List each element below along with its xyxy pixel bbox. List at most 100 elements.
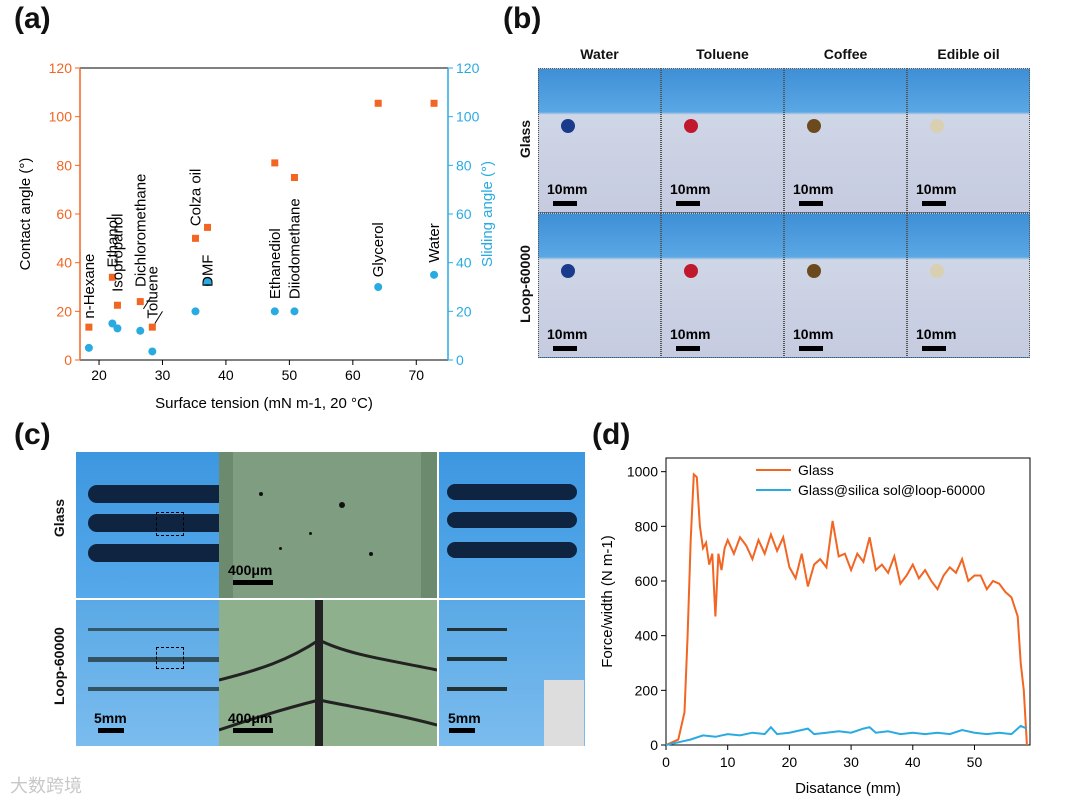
series-line-blue	[665, 724, 1028, 746]
y2-axis-label: Sliding angle (°)	[479, 161, 496, 267]
loop-micrograph	[219, 600, 437, 746]
scale-label: 10mm	[547, 181, 588, 197]
scale-label: 10mm	[916, 326, 957, 342]
contact-angle-point	[374, 99, 382, 107]
liquid-photo: 10mm	[784, 68, 907, 213]
x-tick-label: 10	[720, 754, 736, 770]
series-line-orange	[665, 472, 1028, 746]
scale-label: 10mm	[793, 326, 834, 342]
panel-label-a: (a)	[14, 2, 51, 35]
contact-angle-point	[85, 323, 93, 331]
scale-bar	[553, 346, 577, 351]
liquid-photo: 10mm	[661, 68, 784, 213]
scale-label: 10mm	[670, 181, 711, 197]
photo-composite-c: 5mm 400μm 400μm 5mm Glass Loo	[51, 450, 586, 750]
y-axis-label: Contact angle (°)	[17, 158, 34, 271]
photo-grid-b: Water Toluene Coffee Edible oil Glass 10mm 10m…	[517, 46, 1032, 360]
y-axis-label: Force/width (N m-1)	[599, 535, 616, 668]
legend-label: Glass@silica sol@loop-60000	[798, 482, 985, 498]
contact-angle-point	[191, 234, 199, 242]
row-label-c-loop: Loop-60000	[51, 627, 67, 705]
contact-angle-point	[136, 298, 144, 306]
sliding-angle-point	[136, 326, 145, 335]
scale-bar	[676, 346, 700, 351]
y-tick-label: 400	[635, 628, 659, 644]
droplet	[930, 119, 944, 133]
contact-angle-chart: 20 30 40 50 60 70 0 0 20 20 40 40 60 60 80 80 100 100 120 1…	[17, 60, 496, 412]
scale-bar	[676, 201, 700, 206]
y-tick-label: 40	[56, 255, 72, 271]
contact-angle-point	[290, 174, 298, 181]
sliding-angle-point	[113, 324, 122, 333]
y-tick-label: 600	[635, 573, 659, 589]
contact-angle-point	[430, 99, 438, 107]
droplet	[807, 264, 821, 278]
liquid-photo: 10mm	[907, 68, 1030, 213]
x-tick-label: 50	[967, 754, 983, 770]
annotation-arrow	[143, 296, 152, 310]
contact-angle-point	[108, 273, 116, 281]
glass-micrograph	[219, 452, 437, 598]
contact-angle-point	[113, 301, 121, 309]
y-tick-label: 0	[650, 737, 658, 753]
sliding-angle-point	[148, 347, 157, 356]
x-tick-label: 20	[782, 754, 798, 770]
solvent-annotation: Isopropanol	[109, 213, 126, 291]
scale-bar	[922, 201, 946, 206]
scale-label: 10mm	[670, 326, 711, 342]
contact-angle-point	[204, 223, 212, 231]
sliding-angle-point	[84, 343, 93, 352]
scale-label-mid-bottom: 400μm	[228, 710, 273, 726]
y-tick-label: 60	[56, 206, 72, 222]
x-tick-label: 50	[282, 367, 298, 383]
droplet	[684, 264, 698, 278]
x-tick-label: 0	[662, 754, 670, 770]
x-tick-label: 60	[345, 367, 361, 383]
liquid-photo: 10mm	[907, 213, 1030, 358]
column-label: Toluene	[696, 46, 749, 62]
y-tick-label: 800	[635, 518, 659, 534]
y2-tick-label: 120	[456, 60, 480, 76]
liquid-photo: 10mm	[784, 213, 907, 358]
column-label: Edible oil	[937, 46, 1000, 62]
solvent-annotation: Colza oil	[187, 169, 204, 227]
sliding-angle-point	[203, 278, 212, 287]
sliding-angle-point	[374, 283, 383, 291]
scale-bar	[922, 346, 946, 351]
y2-tick-label: 100	[456, 109, 480, 125]
y2-tick-label: 80	[456, 157, 472, 173]
force-width-chart: 0 10 20 30 40 50 0 200 400 600 800 1000 Glass Glass@…	[599, 457, 1031, 797]
watermark-text: 大数跨境	[10, 776, 82, 796]
y2-tick-label: 60	[456, 206, 472, 222]
solvent-annotation: Glycerol	[370, 222, 387, 277]
solvent-annotation: Dichloromethane	[132, 174, 149, 287]
loop-stripes-photo-right	[439, 600, 585, 746]
y-tick-label: 100	[49, 109, 73, 125]
x-tick-label: 40	[905, 754, 921, 770]
panel-label-d: (d)	[592, 418, 631, 451]
scale-label-left: 5mm	[94, 710, 127, 726]
solvent-annotation: n-Hexane	[81, 254, 98, 319]
droplet	[561, 264, 575, 278]
solvent-annotation: DMF	[200, 255, 217, 288]
scale-bar	[553, 201, 577, 206]
y-tick-label: 1000	[627, 464, 658, 480]
x-tick-label: 40	[218, 367, 234, 383]
contact-angle-point	[271, 159, 279, 167]
scale-label: 10mm	[547, 326, 588, 342]
legend-label: Glass	[798, 462, 834, 478]
plot-frame	[665, 457, 1031, 746]
solvent-annotation: Ethanediol	[267, 228, 284, 299]
scale-bar	[799, 201, 823, 206]
y-tick-label: 80	[56, 157, 72, 173]
sliding-angle-point	[270, 307, 279, 316]
y2-tick-label: 40	[456, 255, 472, 271]
column-label: Coffee	[823, 46, 868, 62]
row-label-c-glass: Glass	[51, 498, 67, 538]
x-tick-label: 30	[155, 367, 171, 383]
y2-tick-label: 0	[456, 352, 464, 368]
x-axis-label: Surface tension (mN m-1, 20 °C)	[155, 395, 373, 412]
panel-label-b: (b)	[503, 2, 542, 35]
scale-label-mid-top: 400μm	[228, 562, 273, 578]
column-label: Water	[580, 46, 619, 62]
